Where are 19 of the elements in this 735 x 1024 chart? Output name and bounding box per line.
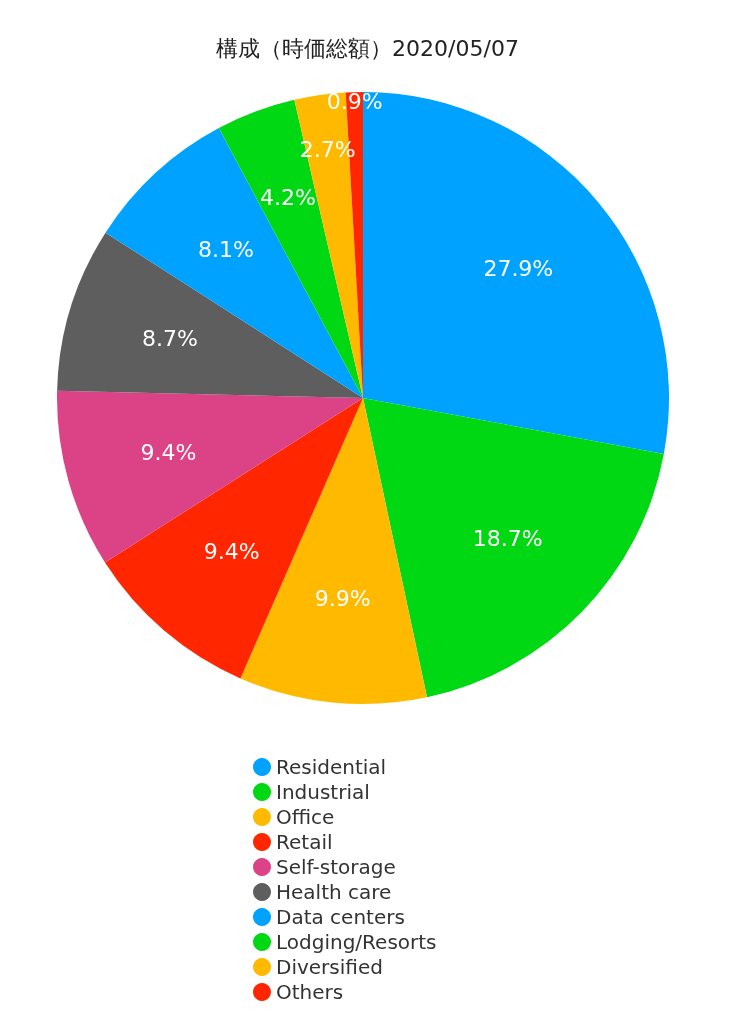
chart-title: 構成（時価総額）2020/05/07 — [216, 35, 519, 61]
legend-label: Health care — [276, 880, 392, 904]
legend-label: Self-storage — [276, 855, 396, 879]
data-label: 27.9% — [483, 256, 554, 282]
data-label: 18.7% — [472, 526, 543, 552]
data-label: 9.4% — [140, 439, 197, 465]
data-label: 8.7% — [141, 326, 198, 352]
data-label: 8.1% — [198, 237, 254, 263]
data-label: 9.9% — [314, 586, 371, 612]
legend-label: Industrial — [276, 780, 370, 804]
legend-label: Residential — [276, 755, 387, 779]
legend-label: Office — [276, 805, 335, 829]
legend-label: Retail — [276, 830, 333, 854]
legend-label: Diversified — [276, 955, 383, 979]
legend-label: Data centers — [276, 905, 405, 929]
data-label: 9.4% — [203, 538, 260, 564]
legend-label: Lodging/Resorts — [276, 930, 437, 954]
data-label: 4.2% — [259, 184, 316, 210]
legend-label: Others — [276, 980, 344, 1004]
